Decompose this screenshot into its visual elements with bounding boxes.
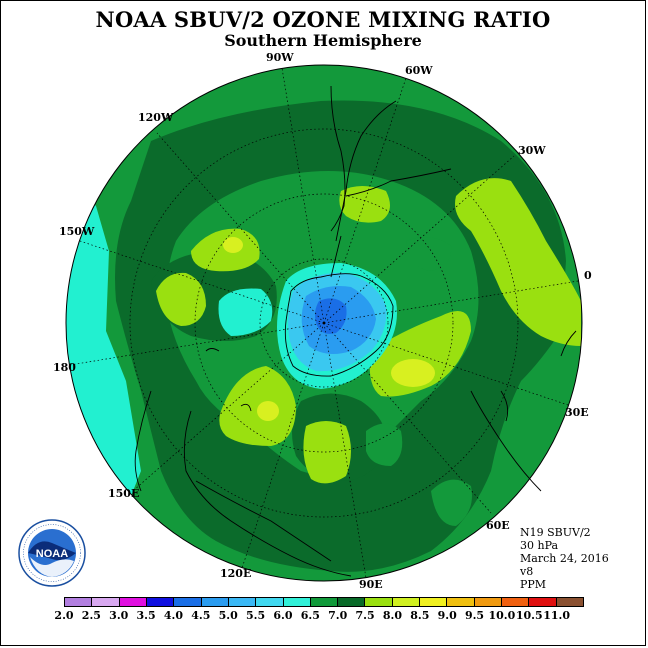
colorbar-cell bbox=[146, 598, 175, 606]
logo-text: NOAA bbox=[36, 548, 68, 560]
south-america-coast bbox=[335, 100, 452, 242]
indonesia-coast bbox=[195, 480, 332, 562]
colorbar-cell bbox=[119, 598, 147, 606]
colorbar-cell bbox=[256, 598, 284, 606]
colorbar-cell bbox=[447, 598, 475, 606]
cyan-region-west bbox=[66, 151, 141, 561]
chart-subtitle: Southern Hemisphere bbox=[224, 31, 422, 50]
colorbar-tick-label: 8.5 bbox=[410, 609, 430, 622]
colorbar-cell bbox=[92, 598, 120, 606]
colorbar-tick-label: 10.5 bbox=[515, 609, 543, 622]
colorbar-tick-label: 11.0 bbox=[543, 609, 571, 622]
lon-label-90e: 90E bbox=[359, 578, 383, 591]
yellow-spot-southwest bbox=[257, 401, 279, 421]
colorbar-cell bbox=[502, 598, 530, 606]
graticule bbox=[69, 67, 579, 579]
colorbar-cell bbox=[556, 598, 583, 606]
colorbar-cell bbox=[529, 598, 557, 606]
lime-blob-south bbox=[303, 421, 351, 484]
colorbar-tick-label: 2.0 bbox=[54, 609, 74, 622]
lon-label-30e: 30E bbox=[565, 406, 589, 419]
colorbar-tick-label: 9.5 bbox=[464, 609, 485, 622]
colorbar bbox=[64, 597, 584, 607]
colorbar-tick-label: 8.0 bbox=[382, 609, 402, 622]
ozone-field bbox=[66, 100, 581, 572]
colorbar-cell bbox=[201, 598, 229, 606]
colorbar-tick-label: 9.0 bbox=[437, 609, 457, 622]
colorbar-cell bbox=[338, 598, 366, 606]
lon-label-120w: 120W bbox=[138, 111, 174, 124]
antarctic-peninsula bbox=[330, 235, 342, 278]
lime-blob-southwest bbox=[219, 366, 296, 446]
colorbar-cell bbox=[420, 598, 448, 606]
lon-label-150w: 150W bbox=[59, 225, 95, 238]
colorbar-cell bbox=[474, 598, 502, 606]
yellow-spot-east bbox=[391, 359, 435, 387]
colorbar-tick-label: 3.5 bbox=[136, 609, 156, 622]
green-pocket-north bbox=[406, 237, 452, 271]
lon-label-30w: 30W bbox=[518, 144, 546, 157]
lon-label-150e: 150E bbox=[108, 487, 140, 500]
lime-region-northeast bbox=[455, 178, 581, 346]
new-zealand bbox=[205, 348, 252, 412]
colorbar-tick-label: 2.5 bbox=[81, 609, 101, 622]
info-block: N19 SBUV/2 30 hPa March 24, 2016 v8 PPM bbox=[520, 526, 609, 591]
colorbar-tick-label: 5.0 bbox=[218, 609, 238, 622]
pressure-level-label: 30 hPa bbox=[520, 539, 559, 552]
lon-label-60e: 60E bbox=[486, 519, 510, 532]
south-america-tip bbox=[330, 85, 346, 232]
colorbar-tick-label: 6.5 bbox=[300, 609, 320, 622]
green-pocket-far-southeast bbox=[431, 479, 472, 526]
colorbar-tick-label: 4.5 bbox=[191, 609, 211, 622]
units-label: PPM bbox=[520, 578, 547, 591]
colorbar-cell bbox=[174, 598, 202, 606]
vortex-blue-core bbox=[315, 298, 347, 334]
colorbar-tick-label: 7.5 bbox=[355, 609, 375, 622]
colorbar-tick-label: 7.0 bbox=[328, 609, 348, 622]
antarctica-coast bbox=[284, 273, 394, 377]
lon-label-90w: 90W bbox=[266, 51, 294, 64]
cyan-patch-pole-west bbox=[218, 288, 273, 336]
colorbar-cell bbox=[228, 598, 257, 606]
colorbar-tick-label: 5.5 bbox=[246, 609, 266, 622]
lon-label-60w: 60W bbox=[405, 64, 433, 77]
colorbar-cell bbox=[310, 598, 339, 606]
version-label: v8 bbox=[520, 565, 534, 578]
noaa-logo: NOAA bbox=[18, 519, 86, 587]
chart-title: NOAA SBUV/2 OZONE MIXING RATIO bbox=[95, 7, 551, 32]
australia-interior bbox=[134, 390, 152, 492]
colorbar-tick-label: 10.0 bbox=[488, 609, 516, 622]
green-pocket-southeast bbox=[366, 423, 403, 466]
satellite-label: N19 SBUV/2 bbox=[520, 526, 591, 539]
colorbar-cell bbox=[392, 598, 421, 606]
colorbar-tick-label: 3.0 bbox=[109, 609, 129, 622]
lon-label-0: 0 bbox=[584, 269, 592, 282]
colorbar-cell bbox=[365, 598, 393, 606]
lon-label-180: 180 bbox=[53, 361, 76, 374]
colorbar-tick-label: 4.0 bbox=[163, 609, 184, 622]
madagascar bbox=[500, 390, 509, 422]
date-label: March 24, 2016 bbox=[520, 552, 609, 565]
yellow-spot-northwest bbox=[223, 237, 243, 253]
colorbar-cell bbox=[65, 598, 93, 606]
hemisphere-boundary bbox=[65, 64, 583, 582]
lon-label-120e: 120E bbox=[220, 567, 252, 580]
colorbar-cell bbox=[283, 598, 311, 606]
lime-blob-west bbox=[156, 272, 206, 326]
australia-coast bbox=[183, 410, 352, 577]
colorbar-tick-label: 6.0 bbox=[273, 609, 293, 622]
